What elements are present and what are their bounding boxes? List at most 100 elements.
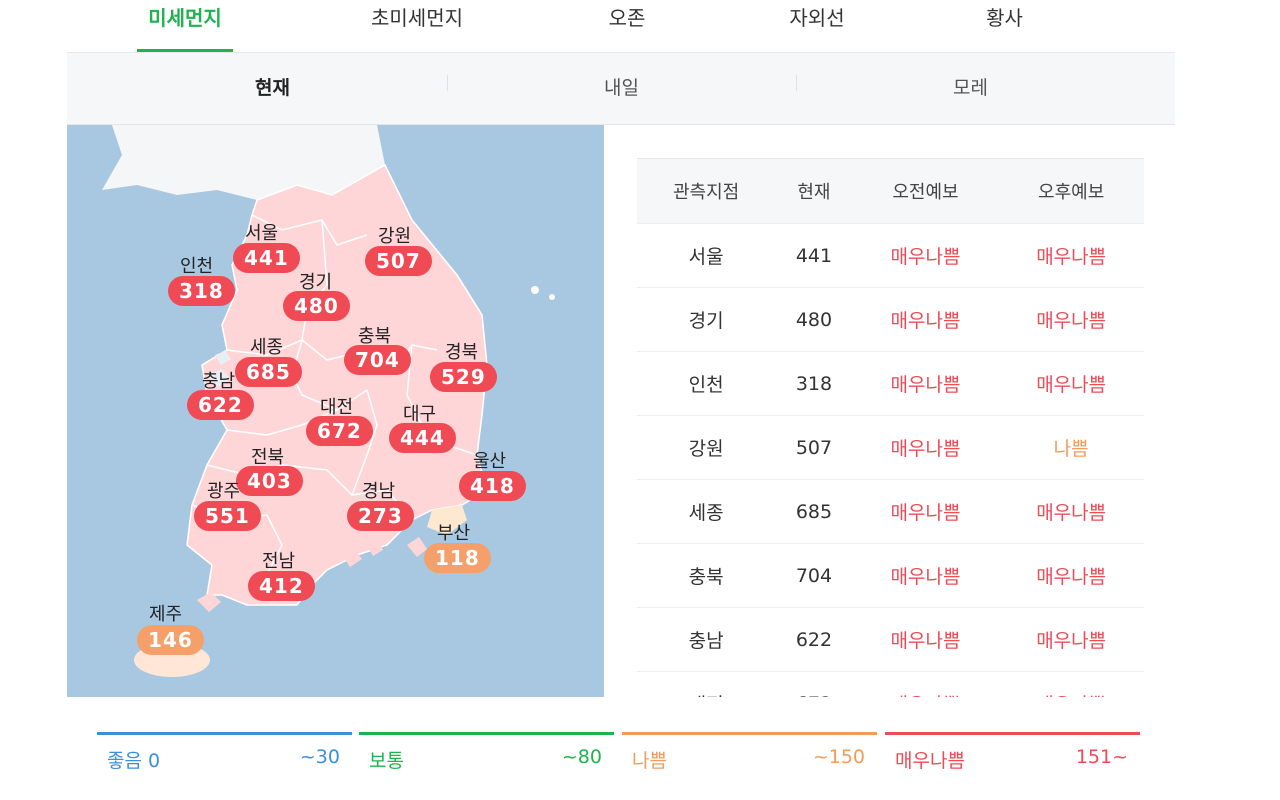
region-value-chungnam[interactable]: 622 (187, 390, 254, 420)
region-value-ulsan[interactable]: 418 (459, 471, 526, 501)
region-value-busan[interactable]: 118 (424, 543, 491, 573)
table-row: 충북 704 매우나쁨 매우나쁨 (637, 543, 1144, 608)
pm-forecast: 매우나쁨 (998, 223, 1144, 288)
table-header-row: 관측지점 현재 오전예보 오후예보 (637, 158, 1144, 224)
pm-forecast: 매우나쁨 (998, 287, 1144, 352)
current-value: 507 (775, 415, 853, 480)
ulleung-island (531, 286, 539, 294)
region-value-daejeon[interactable]: 672 (306, 416, 373, 446)
pollutant-tab-bar: 미세먼지 초미세먼지 오존 자외선 황사 (67, 0, 1175, 53)
current-value: 672 (775, 671, 853, 698)
legend-bar-good (97, 732, 352, 735)
west-islands (207, 351, 231, 387)
station-name: 서울 (637, 223, 776, 288)
region-label-jeonbuk: 전북 (251, 447, 285, 468)
tab-ozone[interactable]: 오존 (592, 0, 662, 52)
region-value-seoul[interactable]: 441 (233, 243, 300, 273)
am-forecast: 매우나쁨 (852, 287, 999, 352)
table-row: 세종 685 매우나쁨 매우나쁨 (637, 479, 1144, 544)
station-table-container[interactable]: 관측지점 현재 오전예보 오후예보 서울 441 매우나쁨 매우나쁨 경기 48… (637, 158, 1144, 698)
region-value-gwangju[interactable]: 551 (194, 501, 261, 531)
tab-ultrafine-dust[interactable]: 초미세먼지 (352, 0, 482, 52)
current-value: 704 (775, 543, 853, 608)
tab-label: 초미세먼지 (371, 6, 463, 30)
column-header-am-forecast: 오전예보 (852, 158, 999, 224)
region-value-gyeongbuk[interactable]: 529 (430, 362, 497, 392)
pm-forecast: 매우나쁨 (998, 351, 1144, 416)
legend-range-very-bad: 151~ (1075, 746, 1128, 768)
am-forecast: 매우나쁨 (852, 351, 999, 416)
tab-uv[interactable]: 자외선 (772, 0, 862, 52)
region-label-gyeongbuk: 경북 (445, 342, 479, 363)
column-header-station: 관측지점 (637, 158, 776, 224)
tab-label: 황사 (986, 6, 1023, 30)
region-label-chungbuk: 충북 (358, 326, 392, 347)
station-name: 세종 (637, 479, 776, 544)
region-value-incheon[interactable]: 318 (168, 276, 235, 306)
legend-range-good: ~30 (299, 746, 340, 768)
legend-label-normal: 보통 (369, 750, 404, 772)
legend-bar-bad (622, 732, 877, 735)
tab-divider (796, 75, 797, 91)
tab-day-after-tomorrow[interactable]: 모레 (796, 53, 1145, 124)
table-row: 대전 672 매우나쁨 매우나쁨 (637, 671, 1144, 698)
region-label-daegu: 대구 (403, 404, 437, 425)
tab-divider (447, 75, 448, 91)
am-forecast: 매우나쁨 (852, 415, 999, 480)
am-forecast: 매우나쁨 (852, 543, 999, 608)
region-value-jeju[interactable]: 146 (137, 625, 204, 655)
tab-yellow-dust[interactable]: 황사 (967, 0, 1042, 52)
column-header-current: 현재 (775, 158, 853, 224)
tab-label: 자외선 (789, 6, 845, 30)
region-label-daejeon: 대전 (320, 397, 354, 418)
tab-label: 오존 (608, 6, 646, 30)
tab-label: 내일 (604, 77, 639, 99)
station-name: 대전 (637, 671, 776, 698)
region-value-sejong[interactable]: 685 (235, 357, 302, 387)
current-value: 480 (775, 287, 853, 352)
legend-normal: 보통 ~80 (359, 732, 614, 772)
busan-area (427, 505, 467, 535)
legend-bad: 나쁨 ~150 (622, 732, 877, 772)
legend-label-good: 좋음 0 (107, 750, 161, 772)
region-label-gyeongnam: 경남 (362, 481, 396, 502)
region-value-jeonnam[interactable]: 412 (248, 571, 315, 601)
pm-forecast: 나쁨 (998, 415, 1144, 480)
current-value: 441 (775, 223, 853, 288)
tab-today[interactable]: 현재 (98, 53, 447, 124)
table-row: 서울 441 매우나쁨 매우나쁨 (637, 223, 1144, 288)
region-value-chungbuk[interactable]: 704 (344, 345, 411, 375)
legend-good: 좋음 0 ~30 (97, 732, 352, 772)
north-area (102, 125, 385, 200)
region-value-daegu[interactable]: 444 (389, 423, 456, 453)
current-value: 622 (775, 607, 853, 672)
station-name: 충북 (637, 543, 776, 608)
pm-forecast: 매우나쁨 (998, 671, 1144, 698)
legend-range-bad: ~150 (812, 746, 865, 768)
region-value-gyeongnam[interactable]: 273 (347, 501, 414, 531)
region-value-jeonbuk[interactable]: 403 (236, 466, 303, 496)
region-value-gangwon[interactable]: 507 (365, 246, 432, 276)
region-label-busan: 부산 (437, 523, 471, 544)
column-header-pm-forecast: 오후예보 (998, 158, 1144, 224)
day-tab-bar: 현재 내일 모레 (67, 53, 1175, 125)
station-name: 충남 (637, 607, 776, 672)
table-row: 강원 507 매우나쁨 나쁨 (637, 415, 1144, 480)
region-label-chungnam: 충남 (202, 371, 236, 392)
pm-forecast: 매우나쁨 (998, 479, 1144, 544)
region-value-gyeonggi[interactable]: 480 (283, 291, 350, 321)
air-quality-legend: 좋음 0 ~30 보통 ~80 나쁨 ~150 매우나쁨 151~ (67, 697, 1175, 800)
station-name: 인천 (637, 351, 776, 416)
air-quality-panel: 미세먼지 초미세먼지 오존 자외선 황사 현재 내일 모레 (67, 0, 1175, 800)
region-label-gyeonggi: 경기 (299, 272, 333, 293)
region-label-gwangju: 광주 (207, 481, 241, 502)
legend-label-very-bad: 매우나쁨 (895, 750, 965, 772)
tab-fine-dust[interactable]: 미세먼지 (137, 0, 233, 52)
table-row: 충남 622 매우나쁨 매우나쁨 (637, 607, 1144, 672)
table-row: 인천 318 매우나쁨 매우나쁨 (637, 351, 1144, 416)
tab-label: 미세먼지 (148, 6, 222, 30)
tab-tomorrow[interactable]: 내일 (447, 53, 796, 124)
region-label-ulsan: 울산 (473, 451, 507, 472)
am-forecast: 매우나쁨 (852, 671, 999, 698)
am-forecast: 매우나쁨 (852, 607, 999, 672)
